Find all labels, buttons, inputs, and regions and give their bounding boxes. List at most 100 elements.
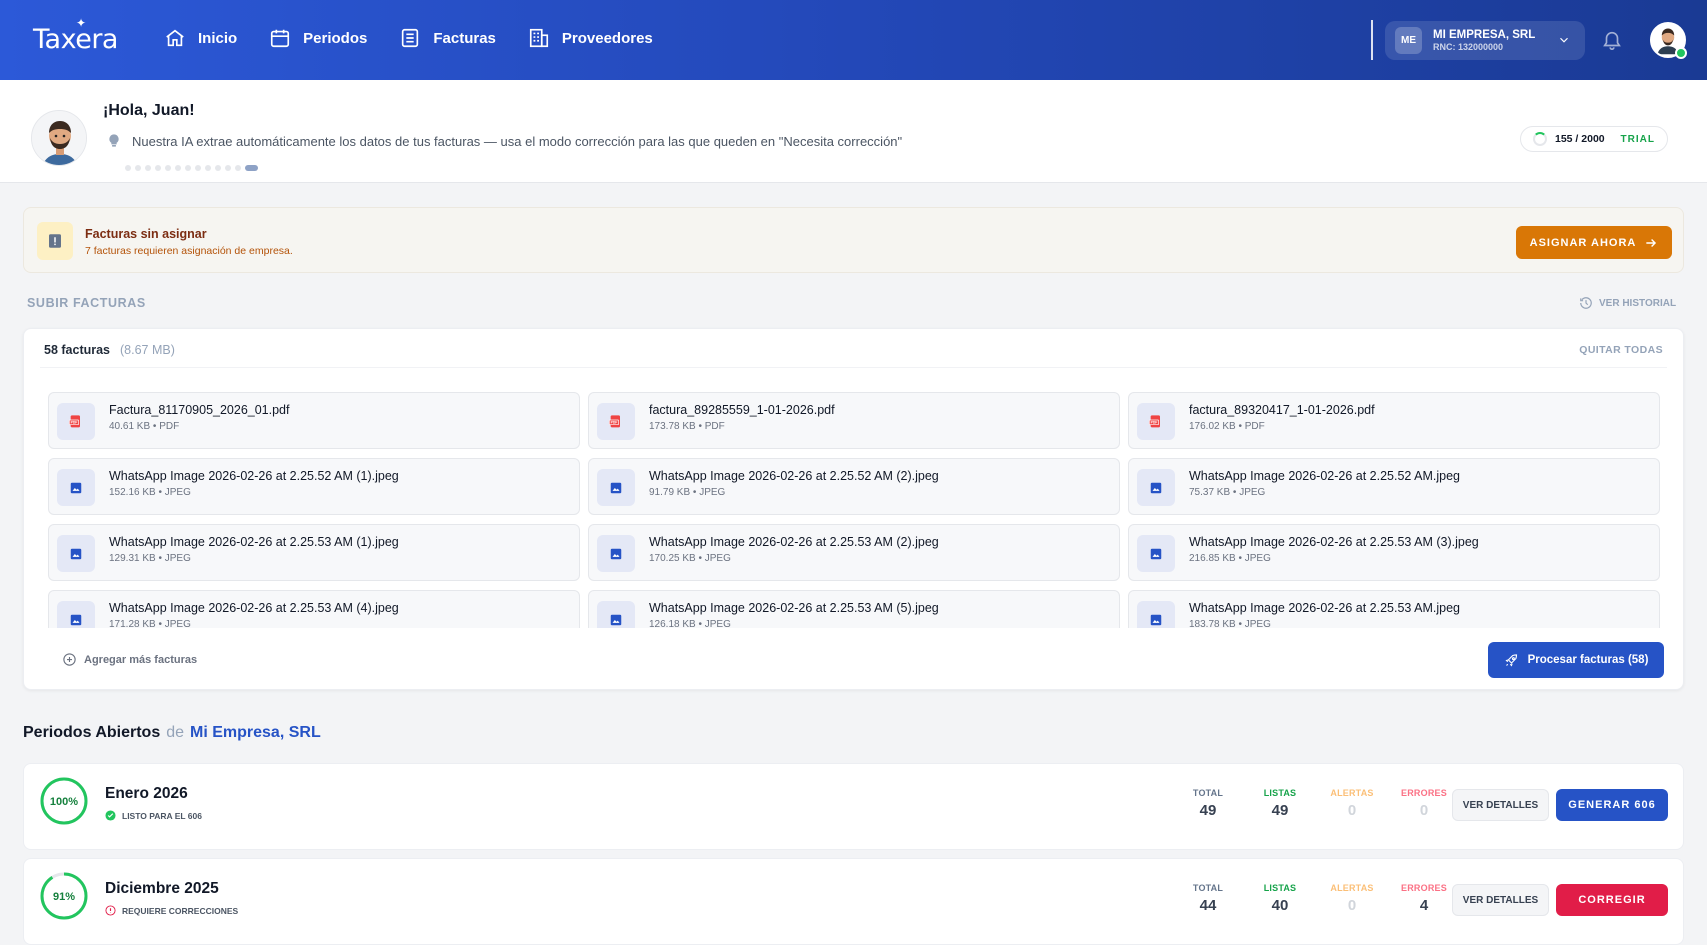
nav-inicio[interactable]: Inicio — [164, 27, 237, 49]
stat-value: 0 — [1347, 802, 1357, 819]
tip-text: Nuestra IA extrae automáticamente los da… — [132, 133, 903, 149]
stat-value: 40 — [1271, 897, 1289, 914]
lightbulb-icon — [109, 134, 119, 147]
image-file-icon — [1137, 601, 1175, 628]
carousel-dot[interactable] — [165, 165, 171, 171]
carousel-dot[interactable] — [155, 165, 161, 171]
carousel-dot[interactable] — [145, 165, 151, 171]
nav-divider — [1371, 20, 1373, 60]
stat-label: LISTAS — [1263, 788, 1297, 798]
carousel-dot[interactable] — [135, 165, 141, 171]
nav-periodos[interactable]: Periodos — [269, 27, 367, 49]
nav-label: Facturas — [433, 29, 496, 47]
periods-title-text: Periodos Abiertos — [23, 724, 161, 741]
file-name: WhatsApp Image 2026-02-26 at 2.25.53 AM … — [109, 535, 399, 549]
logo-text: Taxera — [33, 24, 118, 55]
file-item[interactable]: WhatsApp Image 2026-02-26 at 2.25.53 AM … — [588, 524, 1120, 581]
chevron-down-icon — [1560, 37, 1568, 43]
carousel-dot[interactable] — [225, 165, 231, 171]
carousel-dot[interactable] — [215, 165, 221, 171]
view-details-button[interactable]: VER DETALLES — [1452, 789, 1549, 821]
file-item[interactable]: PDF factura_89320417_1-01-2026.pdf 176.02 … — [1128, 392, 1660, 449]
file-item[interactable]: WhatsApp Image 2026-02-26 at 2.25.53 AM.… — [1128, 590, 1660, 628]
carousel-dot[interactable] — [235, 165, 241, 171]
carousel-dot[interactable] — [175, 165, 181, 171]
image-file-icon — [57, 469, 95, 506]
stat-errors: ERRORES 0 — [1394, 788, 1454, 819]
file-item[interactable]: WhatsApp Image 2026-02-26 at 2.25.52 AM … — [588, 458, 1120, 515]
file-name: WhatsApp Image 2026-02-26 at 2.25.53 AM … — [649, 601, 939, 615]
file-name: WhatsApp Image 2026-02-26 at 2.25.52 AM.… — [1189, 469, 1461, 483]
periods-company-link[interactable]: Mi Empresa, SRL — [190, 724, 321, 741]
period-action-button[interactable]: CORREGIR — [1556, 884, 1668, 916]
app-logo[interactable]: Taxera ✦ — [33, 16, 118, 55]
welcome-avatar — [31, 110, 87, 166]
image-file-icon — [57, 601, 95, 628]
nav-label: Periodos — [303, 29, 368, 47]
file-item[interactable]: WhatsApp Image 2026-02-26 at 2.25.53 AM … — [48, 524, 580, 581]
periods-title-de: de — [166, 724, 185, 741]
period-name: Diciembre 2025 — [105, 880, 219, 897]
file-item[interactable]: WhatsApp Image 2026-02-26 at 2.25.52 AM.… — [1128, 458, 1660, 515]
period-status-text: REQUIERE CORRECCIONES — [122, 905, 239, 916]
stat-value: 49 — [1199, 802, 1217, 819]
period-action-button[interactable]: GENERAR 606 — [1556, 789, 1668, 821]
bell-icon[interactable] — [1601, 29, 1623, 51]
file-meta: 129.31 KB • JPEG — [109, 553, 191, 564]
file-item[interactable]: WhatsApp Image 2026-02-26 at 2.25.53 AM … — [1128, 524, 1660, 581]
pdf-file-icon: PDF — [1137, 403, 1175, 440]
file-meta: 126.18 KB • JPEG — [649, 619, 731, 628]
file-item[interactable]: WhatsApp Image 2026-02-26 at 2.25.52 AM … — [48, 458, 580, 515]
stat-label: ALERTAS — [1330, 788, 1374, 798]
carousel-dot[interactable] — [205, 165, 211, 171]
welcome-panel — [0, 80, 1707, 183]
check-circle-icon — [105, 810, 116, 821]
view-details-button[interactable]: VER DETALLES — [1452, 884, 1549, 916]
period-status: LISTO PARA EL 606 — [105, 810, 202, 821]
view-history-link[interactable]: VER HISTORIAL — [1579, 296, 1676, 310]
file-meta: 173.78 KB • PDF — [649, 421, 725, 432]
carousel-dot[interactable] — [125, 165, 131, 171]
svg-text:PDF: PDF — [1151, 420, 1158, 424]
company-info: MI EMPRESA, SRL RNC: 132000000 — [1422, 29, 1535, 52]
file-meta: 183.78 KB • JPEG — [1189, 619, 1271, 628]
nav-label: Inicio — [198, 29, 238, 47]
pdf-file-icon: PDF — [57, 403, 95, 440]
carousel-dot[interactable] — [195, 165, 201, 171]
file-grid[interactable]: PDF Factura_81170905_2026_01.pdf 40.61 KB … — [48, 392, 1662, 628]
warning-circle-icon — [105, 905, 116, 916]
file-meta: 171.28 KB • JPEG — [109, 619, 191, 628]
stat-ready: LISTAS 40 — [1250, 883, 1310, 914]
online-status-indicator — [1675, 47, 1687, 59]
image-file-icon — [597, 601, 635, 628]
stat-value: 49 — [1271, 802, 1289, 819]
pdf-file-icon: PDF — [597, 403, 635, 440]
image-file-icon — [597, 469, 635, 506]
welcome-avatar-image — [32, 111, 86, 165]
file-name: WhatsApp Image 2026-02-26 at 2.25.52 AM … — [109, 469, 399, 483]
company-rnc: RNC: 132000000 — [1433, 42, 1504, 52]
stat-label: TOTAL — [1192, 883, 1224, 893]
main-nav: Inicio Periodos Facturas Proveedores — [164, 27, 685, 49]
carousel-dot-active[interactable] — [245, 165, 258, 171]
stat-alerts: ALERTAS 0 — [1322, 788, 1382, 819]
nav-proveedores[interactable]: Proveedores — [528, 27, 653, 49]
process-invoices-button[interactable]: Procesar facturas (58) — [1488, 642, 1664, 678]
file-item[interactable]: PDF Factura_81170905_2026_01.pdf 40.61 KB … — [48, 392, 580, 449]
open-periods-title: Periodos Abiertos de Mi Empresa, SRL — [23, 724, 321, 742]
stat-label: TOTAL — [1192, 788, 1224, 798]
file-item[interactable]: WhatsApp Image 2026-02-26 at 2.25.53 AM … — [588, 590, 1120, 628]
file-item[interactable]: PDF factura_89285559_1-01-2026.pdf 173.78 … — [588, 392, 1120, 449]
nav-facturas[interactable]: Facturas — [399, 27, 496, 49]
assign-now-button[interactable]: ASIGNAR AHORA — [1516, 226, 1672, 259]
alert-icon-box — [37, 222, 73, 260]
add-more-invoices-button[interactable]: Agregar más facturas — [62, 652, 197, 667]
carousel-dot[interactable] — [185, 165, 191, 171]
greeting: ¡Hola, Juan! — [103, 102, 195, 119]
file-item[interactable]: WhatsApp Image 2026-02-26 at 2.25.53 AM … — [48, 590, 580, 628]
remove-all-button[interactable]: QUITAR TODAS — [1579, 344, 1663, 356]
stat-value: 4 — [1419, 897, 1429, 914]
company-switcher[interactable]: ME MI EMPRESA, SRL RNC: 132000000 — [1385, 21, 1585, 60]
plan-badge: TRIAL — [1620, 133, 1655, 145]
stat-label: ERRORES — [1401, 788, 1447, 798]
